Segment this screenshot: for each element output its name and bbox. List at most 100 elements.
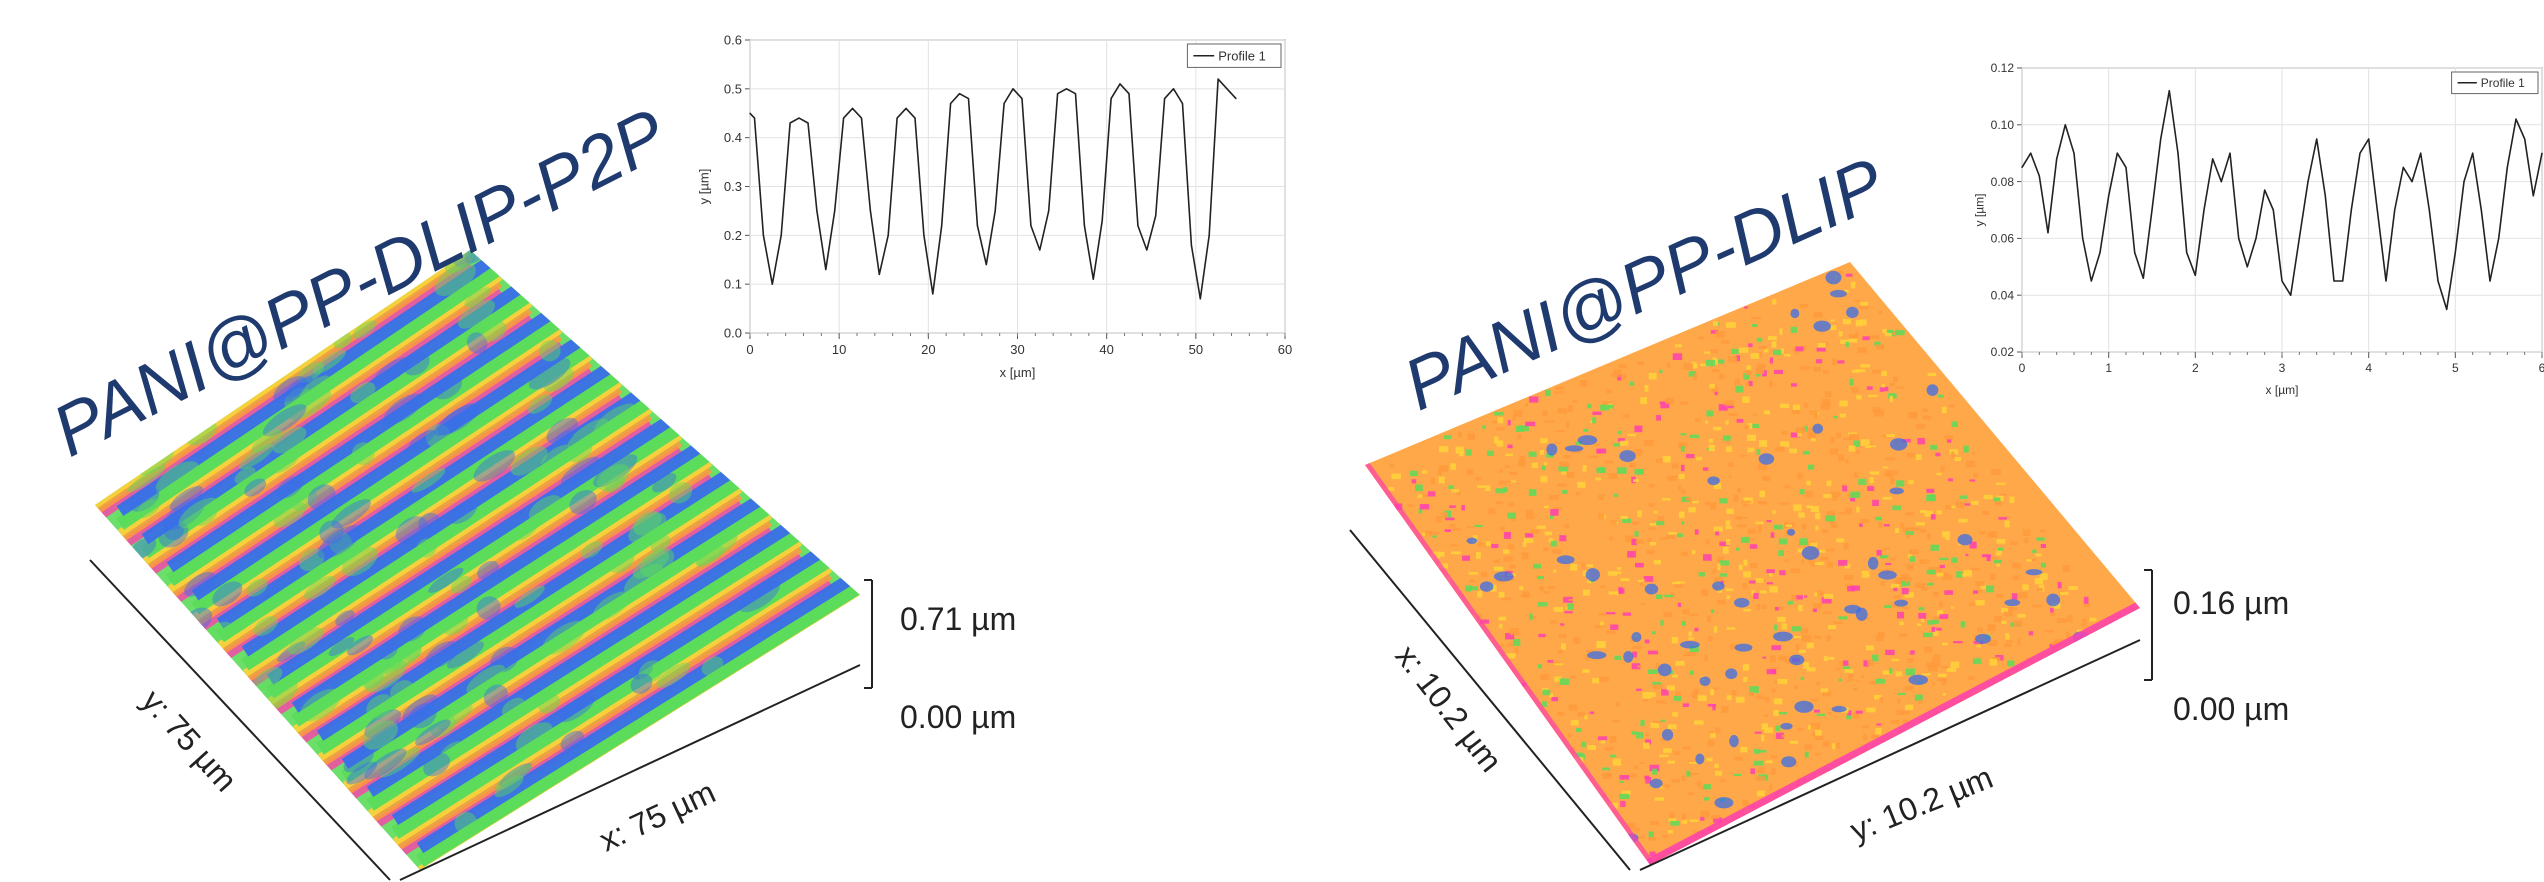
surface-3d-dlip: 0.16 µm 0.00 µm x: 10.2 µm y: 10.2 µm	[1349, 262, 2289, 871]
tick-label-y: 0.06	[1991, 232, 2015, 246]
data-point	[2498, 237, 2500, 239]
axis-line-y-right	[1639, 639, 2141, 871]
data-point	[2541, 152, 2543, 154]
data-point	[1021, 98, 1023, 100]
data-point	[789, 122, 791, 124]
legend-box	[2451, 71, 2539, 95]
data-point	[2281, 280, 2283, 282]
axis-label-x: x [µm]	[2266, 383, 2299, 397]
tick-label-x: 4	[2365, 361, 2372, 375]
data-point	[2420, 152, 2422, 154]
legend-label: Profile 1	[2481, 76, 2525, 90]
data-point	[941, 224, 943, 227]
data-point	[2272, 209, 2274, 211]
data-point	[923, 234, 925, 236]
data-point	[2194, 274, 2196, 276]
tick-label-y: 0.10	[1991, 118, 2015, 132]
data-point	[2524, 138, 2526, 140]
data-point	[2333, 280, 2335, 282]
tick-label-x: 2	[2192, 361, 2199, 375]
data-point	[994, 210, 996, 212]
data-point	[749, 112, 751, 114]
data-point	[1074, 93, 1077, 95]
data-point	[1181, 102, 1184, 105]
data-point	[2142, 277, 2144, 279]
tick-label-x: 5	[2452, 361, 2459, 375]
data-point	[816, 210, 818, 212]
data-point	[851, 107, 854, 109]
data-point	[2350, 209, 2352, 211]
data-point	[905, 107, 907, 109]
data-point	[798, 117, 800, 119]
data-point	[1003, 102, 1005, 105]
data-point	[1048, 210, 1050, 212]
data-point	[878, 273, 880, 275]
profile-chart-right: 0.02 0.04 0.06 0.08 0.10 0.12 0 1 2 3 4 5 6 x [µm] y […	[1973, 61, 2544, 397]
data-point	[976, 224, 978, 227]
data-point	[985, 264, 987, 266]
data-point	[2411, 181, 2413, 183]
axis-label-x: x [µm]	[1000, 365, 1036, 380]
tick-label-x: 0	[746, 342, 753, 357]
data-point	[1092, 278, 1094, 280]
data-point	[753, 117, 756, 119]
data-point	[2220, 181, 2222, 183]
data-point	[2151, 209, 2153, 211]
tick-label-y: 0.02	[1991, 345, 2015, 359]
scale-max-left: 0.71 µm	[900, 601, 1016, 637]
scale-max-right: 0.16 µm	[2173, 585, 2289, 621]
data-point	[1199, 298, 1201, 300]
tick-label-y: 0.0	[724, 326, 742, 341]
data-point	[1146, 249, 1148, 251]
axis-label-y-left: y: 75 µm	[135, 683, 244, 799]
data-point	[1119, 83, 1121, 85]
data-point	[2134, 252, 2136, 254]
axis-label-x-left: x: 75 µm	[594, 774, 721, 859]
data-point	[2368, 138, 2370, 140]
data-point	[1164, 98, 1166, 100]
data-point	[2064, 124, 2066, 126]
axis-label-y-right: y: 10.2 µm	[1845, 759, 1998, 849]
data-point	[2385, 280, 2387, 282]
profile-chart-left: 0.0 0.1 0.2 0.3 0.4 0.5 0.6 0 10 20 30 40 50 60 x [µm]…	[696, 33, 1292, 380]
data-point	[2472, 152, 2474, 154]
data-point	[2056, 158, 2058, 160]
data-point	[2394, 209, 2396, 211]
data-point	[834, 210, 836, 212]
surface-3d-p2p: 0.71 µm 0.00 µm y: 75 µm x: 75 µm	[89, 250, 1016, 881]
data-point	[2480, 209, 2482, 211]
tick-label-y: 0.04	[1991, 288, 2015, 302]
data-point	[2307, 181, 2309, 183]
data-point	[1012, 88, 1014, 90]
data-point	[2428, 209, 2430, 211]
data-point	[2489, 280, 2491, 282]
data-point	[887, 234, 889, 236]
legend-box	[1186, 43, 1282, 68]
data-point	[2454, 252, 2456, 254]
data-point	[1065, 88, 1068, 90]
data-point	[2047, 232, 2049, 234]
data-point	[2437, 280, 2439, 282]
data-point	[2246, 266, 2248, 268]
data-point	[2168, 90, 2170, 92]
data-point	[2021, 166, 2023, 168]
data-point	[2203, 209, 2205, 211]
data-point	[1128, 93, 1130, 95]
data-point	[2342, 280, 2344, 282]
data-point	[2515, 118, 2517, 120]
axis-line-x-right	[1349, 529, 1631, 871]
data-point	[1235, 98, 1237, 100]
data-point	[2212, 158, 2214, 160]
data-point	[2116, 152, 2118, 154]
tick-label-x: 50	[1189, 342, 1203, 357]
data-point	[825, 268, 827, 271]
tick-label-y: 0.2	[724, 228, 742, 243]
data-point	[2324, 195, 2326, 197]
data-point	[771, 283, 773, 285]
data-point	[2160, 138, 2162, 140]
data-point	[869, 210, 871, 212]
tick-label-y: 0.3	[724, 179, 742, 194]
data-point	[2099, 252, 2101, 254]
data-point	[2177, 152, 2179, 154]
data-point	[843, 117, 845, 119]
